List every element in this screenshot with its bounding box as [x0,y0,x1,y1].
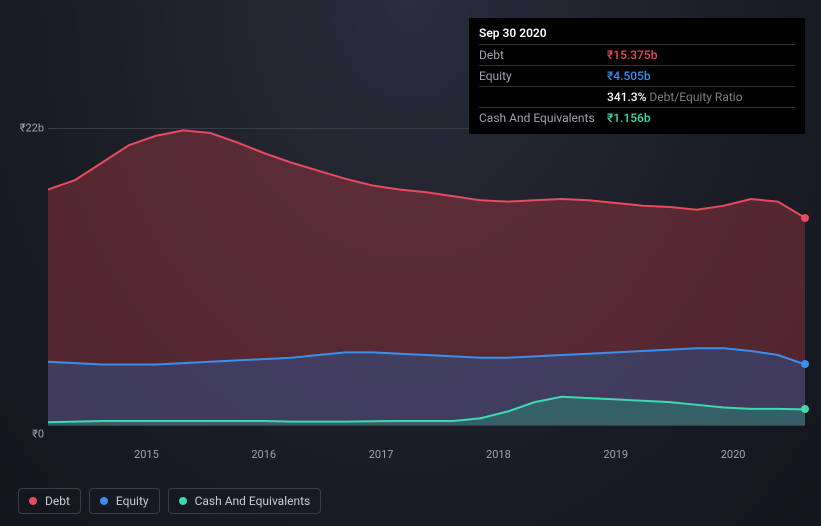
legend-label: Equity [116,494,149,508]
cash-legend-dot [179,497,187,505]
tooltip-date: Sep 30 2020 [479,24,795,42]
tooltip-row-label: Equity [479,67,607,85]
tooltip-row: Equity₹4.505b [479,65,795,86]
legend-label: Cash And Equivalents [195,494,311,508]
tooltip-row-label [479,88,607,106]
x-tick-label: 2015 [134,448,159,461]
cash-end-marker [801,405,809,413]
tooltip-row-value: ₹15.375b [607,46,657,64]
equity-legend-dot [100,497,108,505]
legend-item-cash[interactable]: Cash And Equivalents [168,488,322,514]
tooltip-row: 341.3% Debt/Equity Ratio [479,86,795,107]
x-tick-label: 2020 [721,448,746,461]
chart-area: ₹22b ₹0 [18,120,805,440]
tooltip-row-value: ₹4.505b [607,67,651,85]
tooltip-row: Debt₹15.375b [479,44,795,65]
tooltip-row-value: 341.3% Debt/Equity Ratio [607,88,743,106]
x-axis: 2015 2016 2017 2018 2019 2020 [48,448,805,468]
legend: Debt Equity Cash And Equivalents [18,488,321,514]
tooltip-row-label: Cash And Equivalents [479,109,607,127]
x-tick-label: 2019 [603,448,628,461]
x-tick-label: 2016 [251,448,276,461]
legend-item-debt[interactable]: Debt [18,488,81,514]
equity-end-marker [801,360,809,368]
y-axis: ₹22b ₹0 [18,120,48,440]
legend-item-equity[interactable]: Equity [89,488,160,514]
tooltip-row-label: Debt [479,46,607,64]
y-tick-max: ₹22b [20,122,44,135]
plot-region[interactable] [48,128,805,426]
y-tick-min: ₹0 [32,428,44,441]
tooltip-row-suffix: Debt/Equity Ratio [646,90,742,104]
x-tick-label: 2017 [369,448,394,461]
x-tick-label: 2018 [486,448,511,461]
area-svg [48,129,805,425]
tooltip-row: Cash And Equivalents₹1.156b [479,107,795,128]
legend-label: Debt [45,494,70,508]
debt-end-marker [801,214,809,222]
tooltip-row-value: ₹1.156b [607,109,651,127]
debt-legend-dot [29,497,37,505]
hover-tooltip: Sep 30 2020 Debt₹15.375bEquity₹4.505b341… [469,18,805,134]
